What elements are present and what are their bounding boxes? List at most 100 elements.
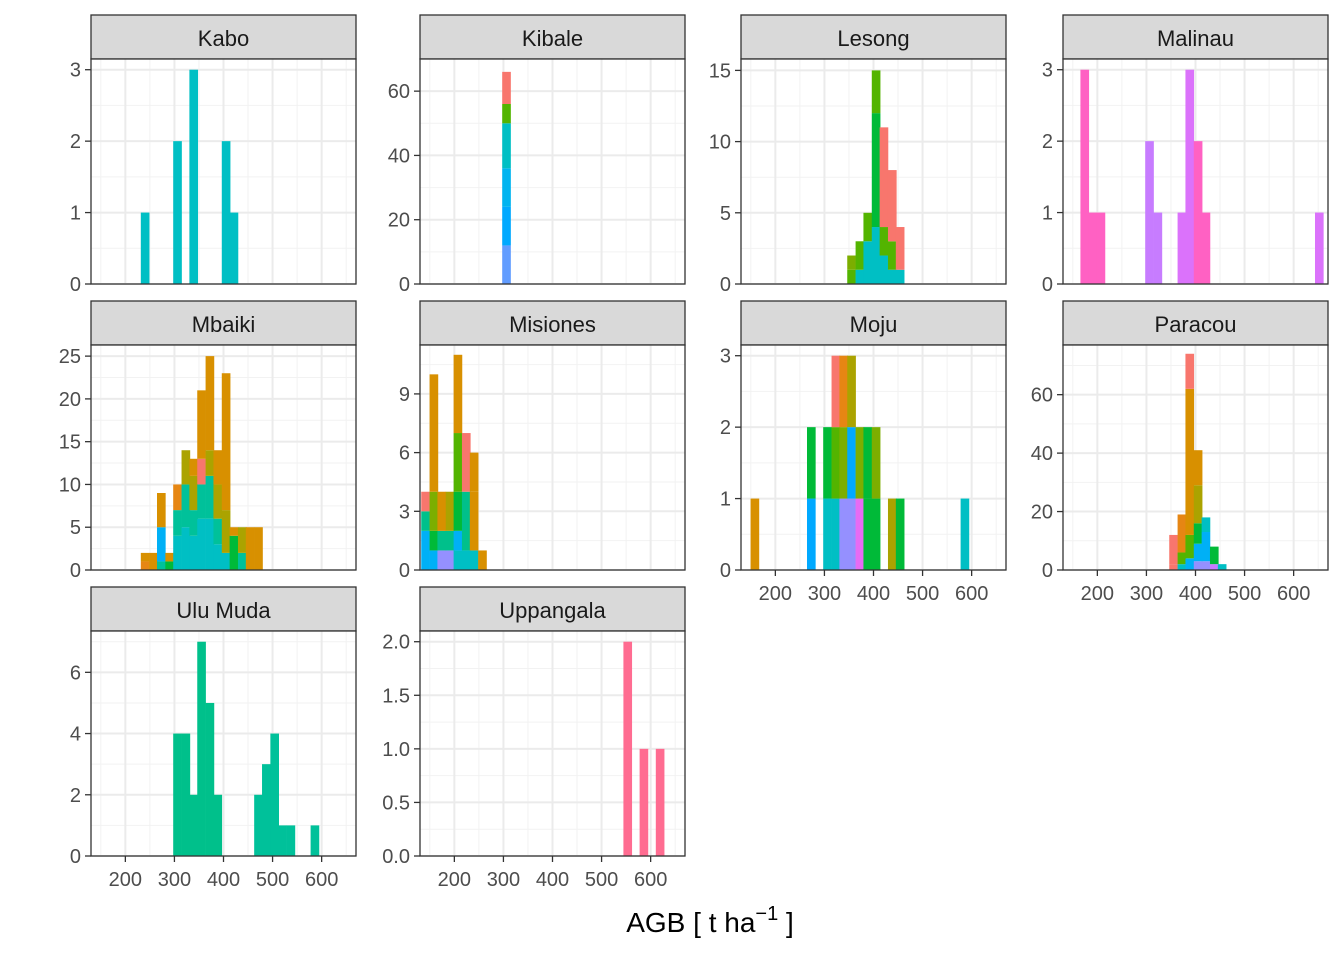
facet-mbaiki: Mbaiki 0 5 10 15 20 25 [59,300,357,582]
facet-malinau: Malinau 0 1 2 3 [1042,14,1329,296]
x-tick-label: 500 [256,869,289,891]
x-tick-label: 200 [1081,583,1114,605]
x-tick-label: 300 [808,583,841,605]
facet-misiones: Misiones 0 3 6 9 [399,300,686,582]
histogram-bar [1185,558,1195,570]
histogram-bar [871,227,881,284]
y-tick-label: 9 [399,384,410,406]
histogram-bar [1153,212,1163,284]
histogram-bar [213,450,223,485]
histogram-bar [469,452,479,492]
y-tick-label: 2 [720,417,731,439]
histogram-bar [453,550,463,570]
facet-moju: Moju 0 1 2 3 200 300 400 500 600 [720,300,1007,605]
histogram-bar [895,227,905,270]
x-tick-label: 500 [906,583,939,605]
y-tick-label: 0 [399,560,410,582]
facet-strip [1062,14,1329,60]
y-tick-label: 3 [1042,60,1053,82]
histogram-bar [254,527,263,570]
histogram-bar [213,484,223,519]
histogram-bar [502,245,511,284]
histogram-bar [437,550,447,570]
x-tick-label: 200 [759,583,792,605]
histogram-bar [1193,561,1203,570]
panel-border [419,58,686,285]
panel-border [90,58,357,285]
histogram-bar [895,498,905,570]
x-tick-label: 200 [109,869,142,891]
y-tick-label: 0 [399,274,410,296]
histogram-bar [429,491,439,531]
histogram-bar [429,530,439,551]
histogram-bar [445,530,455,551]
y-tick-label: 6 [399,443,410,465]
histogram-bar [421,530,430,570]
histogram-bar [863,212,873,242]
histogram-bar [887,498,897,570]
histogram-bar [205,450,215,476]
histogram-bar [237,527,247,553]
y-tick-label: 0 [1042,274,1053,296]
y-tick-label: 1.5 [382,685,410,707]
x-tick-label: 300 [1130,583,1163,605]
panel-border [419,344,686,571]
histogram-bar [1177,212,1187,284]
facet-uppangala: Uppangala 0.0 0.5 1.0 1.5 2.0 200 300 400 500 600 [382,586,686,891]
x-tick-label: 200 [438,869,471,891]
histogram-bar [639,748,649,856]
histogram-bar [1185,353,1195,389]
histogram-bar [1193,543,1203,562]
x-axis-title-main: AGB [ t ha [626,907,756,938]
y-tick-label: 4 [70,724,81,746]
histogram-bar [847,355,856,428]
histogram-bar [1201,561,1211,570]
histogram-bar [189,535,199,570]
histogram-bar [270,733,280,856]
y-tick-label: 15 [709,60,731,82]
histogram-bar [1177,552,1187,565]
histogram-bar [1185,69,1195,284]
facet-paracou: Paracou 0 20 40 60 200 300 400 500 600 [1031,300,1329,605]
histogram-bar [871,113,881,228]
histogram-bar [502,168,511,207]
x-tick-label: 300 [158,869,191,891]
y-tick-label: 2 [70,785,81,807]
histogram-bar [502,104,511,124]
histogram-bar [453,354,463,434]
facet-strip-label: Malinau [1157,26,1234,51]
histogram-bar [1177,564,1187,570]
histogram-bar [623,641,633,856]
histogram-bar [1169,564,1178,570]
histogram-bar [823,427,832,499]
y-tick-label: 1 [720,489,731,511]
histogram-bar [429,550,439,570]
histogram-bar [831,355,841,428]
histogram-bar [1217,564,1227,570]
histogram-bar [895,269,905,284]
histogram-bar [229,527,239,536]
facet-kabo: Kabo 0 1 2 3 [70,14,357,296]
y-tick-label: 3 [70,60,81,82]
histogram-bar [1201,532,1211,562]
y-tick-label: 0 [720,560,731,582]
histogram-bar [165,552,174,562]
histogram-bar [445,491,455,531]
histogram-bar [205,702,215,856]
histogram-bar [140,212,150,284]
y-tick-label: 2 [1042,131,1053,153]
histogram-bar [478,550,487,570]
histogram-bar [229,212,239,284]
histogram-bar [1185,534,1195,559]
facet-strip-label: Lesong [837,26,909,51]
histogram-bar [502,206,511,246]
x-tick-label: 400 [207,869,240,891]
y-tick-label: 25 [59,346,81,368]
histogram-bar [855,269,865,284]
histogram-bar [887,241,897,270]
y-tick-label: 0.0 [382,846,410,868]
facet-strip-label: Mbaiki [192,312,256,337]
histogram-bar [1209,564,1219,570]
histogram-bar [855,498,865,570]
histogram-bar [847,427,856,499]
